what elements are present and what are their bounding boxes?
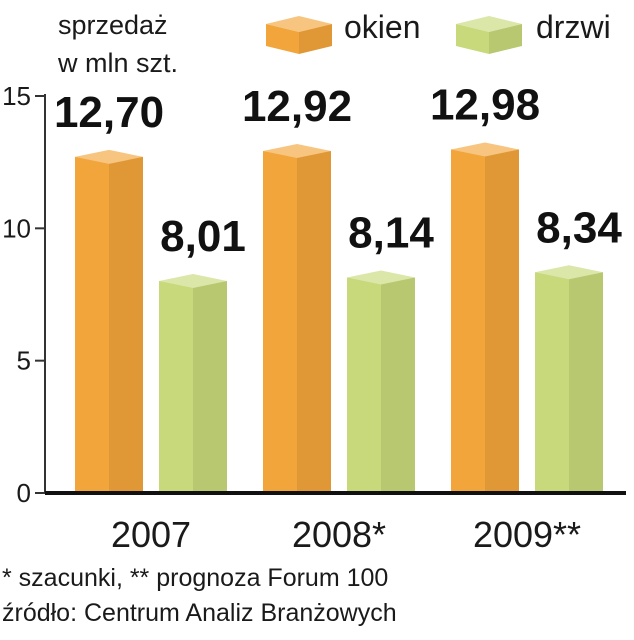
bar-face-left xyxy=(535,272,569,493)
bars: 12,70 8,01 12,92 8,14 12,98 8,34 xyxy=(54,80,622,494)
legend-label: okien xyxy=(344,9,421,45)
legend: okien drzwi xyxy=(266,9,611,54)
legend-item-drzwi: drzwi xyxy=(456,9,611,54)
bar-face-left xyxy=(75,156,109,493)
category-label: 2008* xyxy=(292,514,386,555)
y-tick-label: 15 xyxy=(2,81,31,111)
bar-okien-2: 12,98 xyxy=(430,80,540,494)
value-label: 8,34 xyxy=(536,203,622,252)
bar-face-left xyxy=(159,281,193,493)
bar-top xyxy=(535,265,603,280)
y-tick-label: 0 xyxy=(17,478,31,508)
value-label: 12,70 xyxy=(54,88,164,137)
y-axis-label-line-2: w mln szt. xyxy=(57,48,178,78)
y-tick-label: 5 xyxy=(17,346,31,376)
bar-top xyxy=(75,149,143,164)
bar-top xyxy=(159,274,227,289)
bar-face-right xyxy=(193,281,227,493)
legend-swatch-right xyxy=(299,24,332,54)
legend-swatch-right xyxy=(489,24,522,54)
legend-item-okien: okien xyxy=(266,9,421,54)
bar-chart: sprzedaż w mln szt. okien drzwi 0 5 10 15 12… xyxy=(2,9,626,555)
bar-face-right xyxy=(297,151,331,493)
y-axis-label: sprzedaż w mln szt. xyxy=(57,10,178,78)
value-label: 12,98 xyxy=(430,80,540,129)
y-tick-label: 10 xyxy=(2,213,31,243)
value-label: 8,01 xyxy=(160,212,246,261)
bar-face-right xyxy=(381,277,415,493)
legend-swatch-left xyxy=(266,24,299,54)
bar-face-left xyxy=(451,149,485,494)
legend-swatch-left xyxy=(456,24,489,54)
legend-label: drzwi xyxy=(536,9,611,45)
bar-face-right xyxy=(569,272,603,493)
bar-face-right xyxy=(485,149,519,494)
bar-face-left xyxy=(347,277,381,493)
bar-top xyxy=(451,142,519,157)
y-axis-label-line-1: sprzedaż xyxy=(58,10,168,40)
bar-okien-0: 12,70 xyxy=(54,88,164,493)
bar-face-left xyxy=(263,151,297,493)
y-axis: 0 5 10 15 xyxy=(2,81,46,508)
bar-face-right xyxy=(109,156,143,493)
bar-drzwi-1: 8,14 xyxy=(347,209,434,493)
bar-drzwi-2: 8,34 xyxy=(535,203,622,493)
bar-drzwi-0: 8,01 xyxy=(159,212,246,493)
category-label: 2007 xyxy=(111,514,191,555)
value-label: 8,14 xyxy=(348,209,434,258)
source-note: źródło: Centrum Analiz Branżowych xyxy=(2,599,397,627)
bar-top xyxy=(263,144,331,159)
footnote: * szacunki, ** prognoza Forum 100 xyxy=(2,564,389,592)
bar-okien-1: 12,92 xyxy=(242,82,352,493)
category-label: 2009** xyxy=(473,514,581,555)
value-label: 12,92 xyxy=(242,82,352,131)
bar-top xyxy=(347,270,415,285)
x-axis: 2007 2008* 2009** xyxy=(45,491,626,555)
